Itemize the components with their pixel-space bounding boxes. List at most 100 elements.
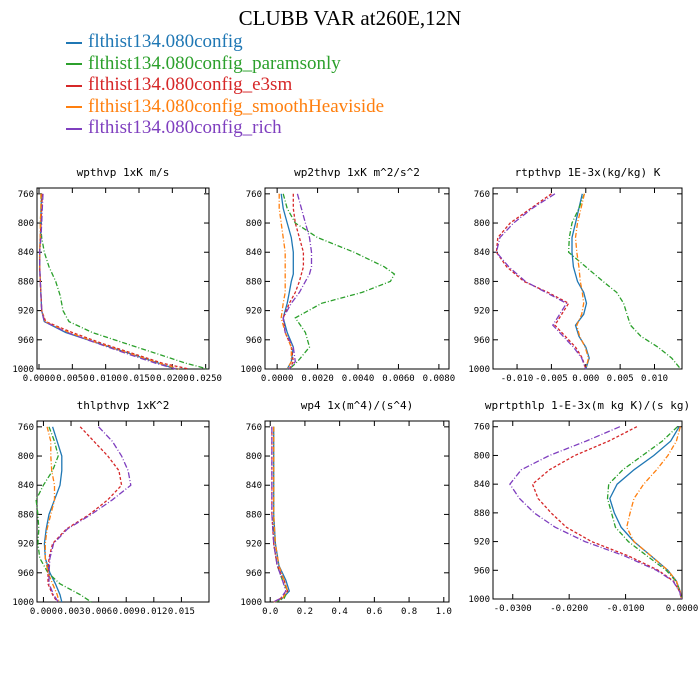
series-line bbox=[47, 426, 123, 603]
x-tick-label: 0.012 bbox=[140, 607, 167, 617]
x-tick-label: 0.005 bbox=[607, 374, 634, 384]
x-tick-label: 0.2 bbox=[297, 607, 313, 617]
y-tick-label: 920 bbox=[18, 540, 34, 550]
y-tick-label: 960 bbox=[474, 566, 490, 576]
x-tick-label: 0.0150 bbox=[123, 374, 156, 384]
series-line bbox=[273, 426, 289, 603]
plot-frame bbox=[264, 187, 450, 370]
legend-item: flthist134.080config_smoothHeaviside bbox=[66, 96, 384, 118]
x-tick-label: 0.0000 bbox=[261, 374, 294, 384]
series-line bbox=[567, 193, 682, 370]
legend-label: flthist134.080config_e3sm bbox=[88, 74, 293, 95]
series-line bbox=[626, 426, 683, 600]
series-line bbox=[44, 426, 60, 603]
y-tick-label: 920 bbox=[474, 307, 490, 317]
x-tick-label: 0.0020 bbox=[301, 374, 334, 384]
y-tick-label: 880 bbox=[474, 277, 490, 287]
series-line bbox=[39, 193, 208, 370]
x-tick-label: 0.0100 bbox=[89, 374, 122, 384]
series-line bbox=[571, 193, 590, 370]
series-line bbox=[271, 426, 289, 603]
panel-title: wp4 1x(m^4)/(s^4) bbox=[301, 399, 414, 412]
x-tick-label: 0.0040 bbox=[342, 374, 375, 384]
series-line bbox=[531, 426, 683, 600]
x-tick-label: 0.0060 bbox=[382, 374, 415, 384]
x-tick-label: 0.0 bbox=[262, 607, 278, 617]
x-tick-label: 0.009 bbox=[113, 607, 140, 617]
y-tick-label: 880 bbox=[18, 277, 34, 287]
legend-line-icon bbox=[66, 41, 82, 44]
y-tick-label: 960 bbox=[18, 336, 34, 346]
series-line bbox=[509, 426, 683, 600]
y-tick-label: 760 bbox=[246, 190, 262, 200]
y-tick-label: 920 bbox=[246, 307, 262, 317]
x-tick-label: -0.0100 bbox=[607, 604, 645, 614]
y-tick-label: 1000 bbox=[468, 365, 490, 375]
panel-title: rtpthvp 1E-3x(kg/kg) K bbox=[515, 166, 661, 179]
y-tick-label: 1000 bbox=[12, 365, 34, 375]
y-tick-label: 920 bbox=[18, 307, 34, 317]
legend-item: flthist134.080config_paramsonly bbox=[66, 53, 384, 75]
series-line bbox=[271, 426, 287, 603]
y-tick-label: 960 bbox=[18, 569, 34, 579]
series-line bbox=[282, 193, 313, 370]
panel-title: wp2thvp 1xK m^2/s^2 bbox=[294, 166, 420, 179]
y-tick-label: 800 bbox=[474, 451, 490, 461]
y-tick-label: 840 bbox=[246, 248, 262, 258]
legend-item: flthist134.080config bbox=[66, 31, 384, 53]
y-tick-label: 840 bbox=[474, 480, 490, 490]
figure-title: CLUBB VAR at260E,12N bbox=[238, 6, 462, 30]
x-tick-label: 0.006 bbox=[85, 607, 112, 617]
y-tick-label: 840 bbox=[474, 248, 490, 258]
series-line bbox=[278, 193, 292, 370]
y-tick-label: 840 bbox=[18, 248, 34, 258]
x-tick-label: 0.8 bbox=[401, 607, 417, 617]
plot-frame bbox=[36, 187, 210, 370]
y-tick-label: 1000 bbox=[12, 598, 34, 608]
x-tick-label: -0.0300 bbox=[494, 604, 532, 614]
y-tick-label: 960 bbox=[474, 336, 490, 346]
legend-label: flthist134.080config bbox=[88, 31, 243, 52]
y-tick-label: 800 bbox=[18, 452, 34, 462]
legend-label: flthist134.080config_paramsonly bbox=[88, 52, 341, 74]
plot-frame bbox=[264, 420, 450, 603]
x-tick-label: 0.6 bbox=[366, 607, 382, 617]
x-tick-label: -0.0200 bbox=[550, 604, 588, 614]
series-line bbox=[43, 426, 63, 603]
plot-frame bbox=[36, 420, 210, 603]
legend-item: flthist134.080config_e3sm bbox=[66, 74, 384, 96]
series-line bbox=[39, 193, 176, 370]
y-tick-label: 800 bbox=[246, 219, 262, 229]
x-tick-label: 1.0 bbox=[436, 607, 452, 617]
x-tick-label: 0.0050 bbox=[56, 374, 89, 384]
x-tick-label: 0.4 bbox=[332, 607, 348, 617]
x-tick-label: 0.015 bbox=[168, 607, 195, 617]
legend-line-icon bbox=[66, 106, 82, 109]
y-tick-label: 960 bbox=[246, 569, 262, 579]
y-tick-label: 960 bbox=[246, 336, 262, 346]
x-tick-label: 0.003 bbox=[57, 607, 84, 617]
panel-title: wpthvp 1xK m/s bbox=[77, 166, 170, 179]
series-line bbox=[495, 193, 587, 370]
panel-title: thlpthvp 1xK^2 bbox=[77, 399, 170, 412]
y-tick-label: 1000 bbox=[240, 598, 262, 608]
plot-frame bbox=[492, 187, 683, 370]
series-line bbox=[282, 193, 396, 370]
x-tick-label: 0.000 bbox=[30, 607, 57, 617]
legend: flthist134.080config flthist134.080config… bbox=[66, 31, 384, 139]
x-tick-label: 0.0080 bbox=[423, 374, 456, 384]
y-tick-label: 760 bbox=[474, 423, 490, 433]
x-tick-label: 0.010 bbox=[641, 374, 668, 384]
x-tick-label: 0.000 bbox=[572, 374, 599, 384]
x-tick-label: 0.0250 bbox=[189, 374, 222, 384]
x-tick-label: 0.0200 bbox=[156, 374, 189, 384]
y-tick-label: 760 bbox=[246, 423, 262, 433]
y-tick-label: 760 bbox=[18, 190, 34, 200]
y-tick-label: 880 bbox=[18, 510, 34, 520]
y-tick-label: 1000 bbox=[468, 595, 490, 605]
y-tick-label: 840 bbox=[18, 481, 34, 491]
y-tick-label: 920 bbox=[474, 538, 490, 548]
series-line bbox=[39, 193, 190, 370]
series-line bbox=[280, 193, 294, 370]
